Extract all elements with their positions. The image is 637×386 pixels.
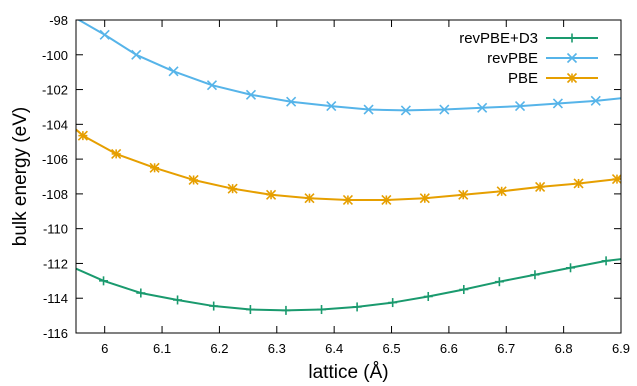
- data-point: [477, 102, 488, 113]
- x-tick-label: 6.9: [612, 341, 630, 356]
- data-point: [136, 288, 146, 298]
- legend-item: PBE: [508, 70, 598, 87]
- x-tick-label: 6.3: [268, 341, 286, 356]
- legend-item: revPBE+D3: [459, 30, 598, 47]
- y-tick-label: -116: [43, 326, 68, 341]
- y-tick-label: -114: [43, 291, 68, 306]
- series-line: [77, 20, 621, 112]
- data-point: [304, 193, 315, 204]
- series-pbe: [76, 128, 621, 206]
- data-point: [363, 104, 374, 115]
- legend: revPBE+D3 revPBE PBE: [459, 30, 598, 87]
- data-point: [149, 162, 160, 173]
- legend-label: revPBE+D3: [459, 30, 538, 47]
- x-tick-label: 6.6: [440, 341, 458, 356]
- y-tick-label: -98: [49, 13, 68, 28]
- y-tick-label: -104: [42, 117, 68, 132]
- y-tick-label: -106: [42, 152, 68, 167]
- x-tick-label: 6.4: [325, 341, 343, 356]
- data-point: [206, 80, 218, 91]
- x-tick-label: 6.5: [382, 341, 400, 356]
- data-point: [601, 256, 611, 266]
- series-revpbe: [77, 20, 621, 116]
- y-axis-title: bulk energy (eV): [10, 107, 31, 246]
- data-point: [188, 174, 199, 186]
- data-point: [99, 29, 110, 40]
- data-point: [286, 96, 297, 107]
- data-point: [173, 295, 183, 305]
- x-tick-label: 6.7: [497, 341, 515, 356]
- plot-frame: [75, 19, 622, 334]
- data-point: [400, 105, 411, 116]
- data-point: [552, 98, 563, 109]
- data-point: [530, 270, 540, 280]
- data-point: [494, 277, 504, 287]
- data-point: [265, 189, 277, 200]
- data-point: [352, 302, 362, 312]
- data-point: [535, 181, 546, 192]
- data-point: [326, 101, 337, 112]
- data-point: [423, 291, 433, 301]
- y-tick-label: -102: [42, 83, 68, 98]
- series-revpbe-d3: [76, 256, 621, 315]
- data-point: [227, 183, 238, 194]
- data-point: [317, 305, 327, 315]
- series-layer: [76, 20, 621, 315]
- data-point: [245, 89, 257, 100]
- data-point: [611, 174, 621, 185]
- data-point: [459, 285, 469, 295]
- data-point: [209, 301, 219, 311]
- data-point: [439, 104, 450, 115]
- data-point: [566, 263, 576, 273]
- data-point: [419, 193, 430, 204]
- x-tick-label: 6.2: [210, 341, 228, 356]
- x-tick-label: 6.8: [555, 341, 573, 356]
- data-point: [131, 49, 142, 60]
- legend-marker: [566, 52, 578, 64]
- x-tick-label: 6: [101, 341, 108, 356]
- data-point: [111, 148, 122, 159]
- data-point: [381, 194, 392, 206]
- data-point: [514, 101, 526, 112]
- data-point: [388, 298, 398, 308]
- legend-item: revPBE: [487, 50, 598, 67]
- data-point: [590, 95, 601, 106]
- data-point: [77, 130, 88, 141]
- series-line: [76, 258, 621, 312]
- y-tick-label: -108: [42, 187, 68, 202]
- data-point: [458, 189, 469, 200]
- data-point: [496, 186, 507, 197]
- y-tick-label: -100: [42, 48, 68, 63]
- y-tick-label: -110: [43, 222, 68, 237]
- ticks-layer: 6 6.1 6.2 6.3 6.4 6.5 6.6 6.7 6.8 6.9 -98 -100 -102 -…: [42, 13, 630, 356]
- legend-marker: [566, 72, 578, 84]
- data-point: [342, 194, 353, 206]
- y-tick-label: -112: [43, 256, 68, 271]
- x-tick-label: 6.1: [153, 341, 171, 356]
- data-point: [245, 305, 255, 315]
- legend-marker: [567, 33, 577, 43]
- data-point: [99, 276, 109, 286]
- data-point: [281, 305, 291, 315]
- data-point: [168, 66, 179, 77]
- legend-label: revPBE: [487, 50, 538, 67]
- data-point: [573, 178, 584, 189]
- x-axis-title: lattice (Å): [308, 362, 388, 383]
- legend-label: PBE: [508, 70, 538, 87]
